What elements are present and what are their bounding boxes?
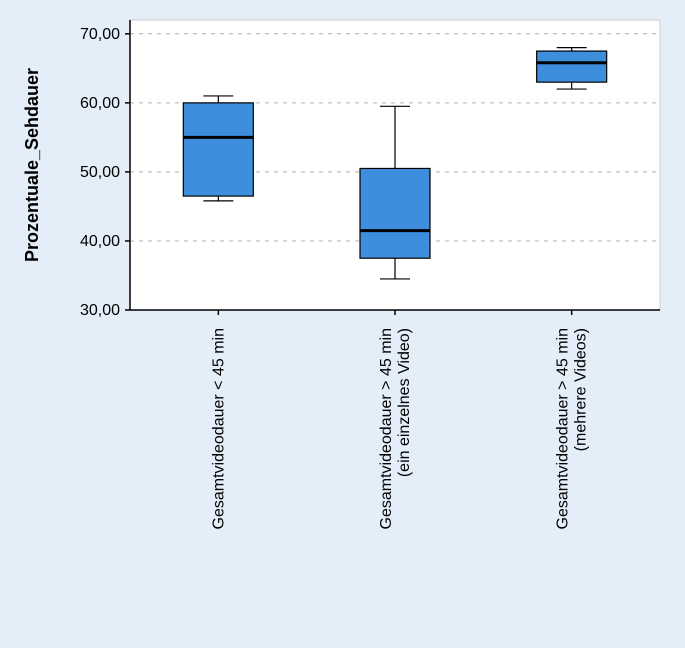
box <box>183 103 253 196</box>
y-tick-label: 70,00 <box>80 26 120 43</box>
y-axis-title: Prozentuale_Sehdauer <box>22 68 42 262</box>
x-category-label: (ein einzelnes Video) <box>396 328 413 477</box>
y-tick-label: 30,00 <box>80 302 120 319</box>
box <box>537 51 607 82</box>
x-category-label: Gesamtvideodauer < 45 min <box>210 328 227 529</box>
x-category-label: Gesamtvideodauer > 45 min <box>378 328 395 529</box>
box <box>360 168 430 258</box>
y-tick-label: 60,00 <box>80 95 120 112</box>
y-tick-label: 40,00 <box>80 233 120 250</box>
x-category-label: Gesamtvideodauer > 45 min <box>555 328 572 529</box>
x-category-label: (mehrere Videos) <box>573 328 590 451</box>
boxplot-chart: 30,00 40,00 50,00 60,00 70,00 Prozentuale_Seh… <box>0 0 685 648</box>
y-tick-label: 50,00 <box>80 164 120 181</box>
